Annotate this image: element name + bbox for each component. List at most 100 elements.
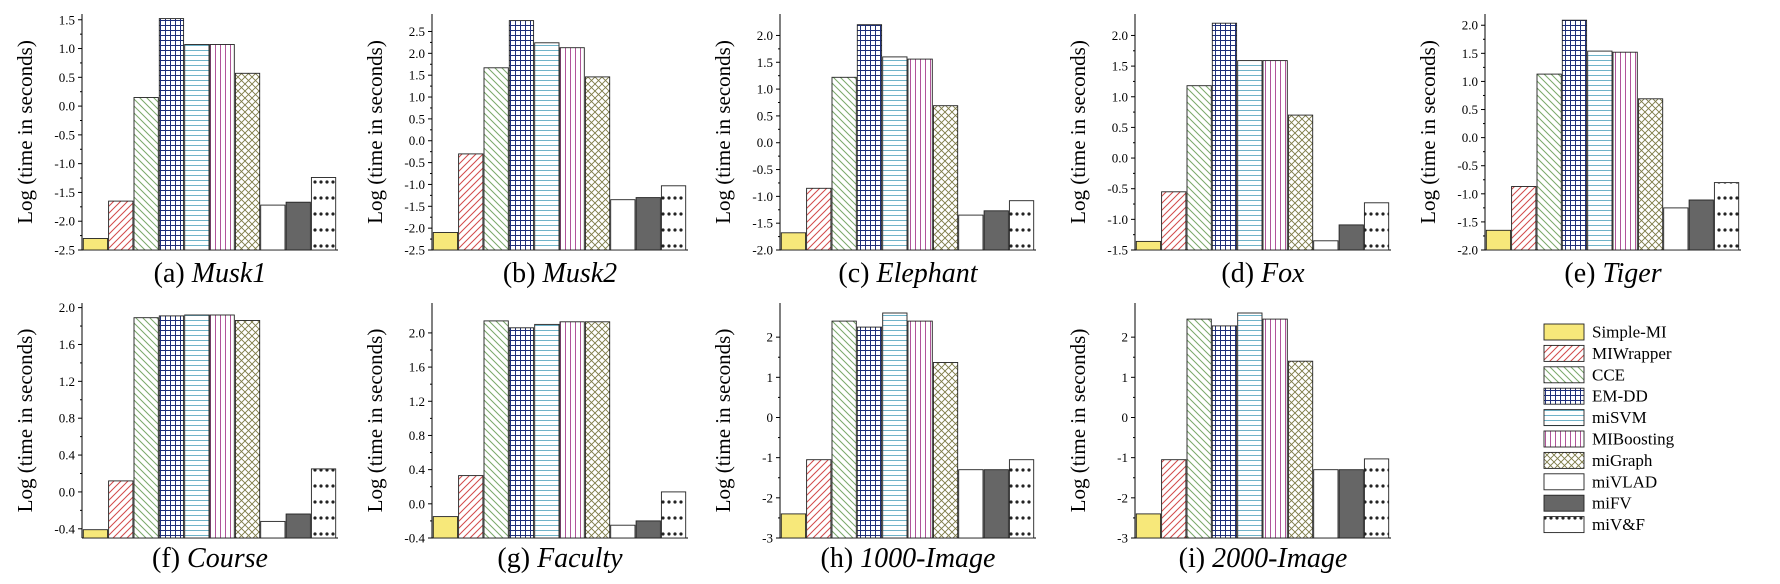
y-tick-label: -1 <box>762 450 773 465</box>
legend-label: miVLAD <box>1592 472 1657 491</box>
bar-cce <box>483 67 509 251</box>
y-tick-label: 1 <box>767 370 774 385</box>
y-tick-label: 1.2 <box>409 394 425 409</box>
legend-label: miFV <box>1592 494 1632 513</box>
bar-miboosting <box>907 58 933 251</box>
bar-miboosting <box>559 321 585 539</box>
bar-mifv <box>1338 224 1364 251</box>
bar-simple-mi <box>82 529 109 539</box>
bar-migraph <box>932 105 959 251</box>
bar-mifv <box>983 469 1009 539</box>
legend-swatch <box>1543 473 1585 491</box>
y-tick-label: -1.0 <box>404 177 425 192</box>
bar-cce <box>133 317 159 539</box>
y-tick-label: -2.5 <box>54 243 75 258</box>
y-tick-label: -1 <box>1117 450 1128 465</box>
bar-cce <box>1536 73 1562 251</box>
chart-caption: (i) 2000-Image <box>1179 543 1348 574</box>
charts: -2.5 -2.0 -1.5 -1.0 -0.5 0.0 0.5 1.0 1.5 Log (tim… <box>13 12 1741 574</box>
y-axis-label: Log (time in seconds) <box>711 329 735 513</box>
bar-mivlad <box>958 214 984 251</box>
y-tick-label: -1.5 <box>404 199 425 214</box>
y-tick-label: -0.5 <box>404 155 425 170</box>
y-tick-label: 0.5 <box>409 111 425 126</box>
bar-cce <box>1186 85 1212 251</box>
bar-mifv <box>635 520 661 539</box>
y-tick-label: -0.5 <box>54 127 75 142</box>
bar-misvm <box>534 42 560 251</box>
bar-migraph <box>1287 360 1314 539</box>
y-tick-label: -1.5 <box>1107 243 1128 258</box>
y-tick-label: 2.0 <box>409 46 425 61</box>
bar-migraph <box>234 320 261 539</box>
chart-caption: (d) Fox <box>1221 258 1305 289</box>
legend-label: MIWrapper <box>1592 344 1672 363</box>
bar-miv-f <box>310 468 337 539</box>
bar-mifv <box>285 201 311 251</box>
y-tick-label: -1.0 <box>54 156 75 171</box>
y-tick-label: 2.0 <box>59 300 75 315</box>
bar-mifv <box>983 210 1009 251</box>
bar-mivlad <box>610 524 636 539</box>
bar-em-dd <box>158 315 185 539</box>
bar-mifv <box>285 513 311 539</box>
caption-prefix: (g) <box>497 543 537 574</box>
bar-simple-mi <box>1135 513 1162 539</box>
y-tick-label: -1.0 <box>1107 212 1128 227</box>
bar-miv-f <box>660 491 687 539</box>
legend-label: MIBoosting <box>1592 430 1675 449</box>
caption-dataset: Faculty <box>536 543 623 574</box>
bar-miboosting <box>907 320 933 539</box>
bar-mivlad <box>1313 469 1339 539</box>
bar-miwrapper <box>108 200 134 251</box>
legend-swatch <box>1543 366 1585 384</box>
y-tick-label: 0.0 <box>757 135 773 150</box>
caption-dataset: Tiger <box>1602 258 1661 289</box>
bar-simple-mi <box>780 232 807 251</box>
y-tick-label: -2.0 <box>404 221 425 236</box>
bar-miwrapper <box>108 480 134 539</box>
chart-tiger: -2.0 -1.5 -1.0 -0.5 0.0 0.5 1.0 1.5 2.0 Log (time… <box>1416 14 1741 289</box>
legend-item: MIBoosting <box>1543 430 1675 449</box>
y-tick-label: -0.5 <box>1457 158 1478 173</box>
y-tick-label: -2.0 <box>54 214 75 229</box>
legend-item: MIWrapper <box>1543 344 1672 363</box>
chart-course: -0.4 0.0 0.4 0.8 1.2 1.6 2.0 Log (time in secon… <box>13 300 338 574</box>
bar-miv-f <box>660 185 687 251</box>
y-tick-label: 0.5 <box>757 108 773 123</box>
y-tick-label: 0 <box>767 410 774 425</box>
bar-miwrapper <box>806 459 832 539</box>
caption-dataset: 2000-Image <box>1212 543 1347 574</box>
legend-swatch <box>1543 516 1585 534</box>
y-tick-label: -0.4 <box>54 521 75 536</box>
caption-dataset: Musk1 <box>191 258 267 289</box>
bar-mivlad <box>260 520 286 539</box>
bar-miwrapper <box>1161 191 1187 251</box>
y-tick-label: 1.0 <box>59 41 75 56</box>
bar-em-dd <box>1561 19 1588 251</box>
y-tick-label: 1.5 <box>1112 59 1128 74</box>
y-tick-label: 1.0 <box>1462 74 1478 89</box>
y-tick-label: 2 <box>767 330 774 345</box>
chart-caption: (a) Musk1 <box>154 258 267 289</box>
caption-prefix: (e) <box>1564 258 1602 289</box>
y-tick-label: 1.6 <box>409 360 426 375</box>
bar-mifv <box>635 197 661 251</box>
bar-migraph <box>932 362 959 539</box>
bar-simple-mi <box>432 516 459 539</box>
bar-mifv <box>1338 469 1364 539</box>
bar-em-dd <box>856 326 883 539</box>
y-tick-label: 2 <box>1122 330 1129 345</box>
legend-label: miSVM <box>1592 408 1647 427</box>
legend: Simple-MI MIWrapper CCE EM-DD miSVM MIBoostin… <box>1543 323 1675 534</box>
chart-caption: (g) Faculty <box>497 543 623 574</box>
bar-migraph <box>1637 98 1664 251</box>
bar-cce <box>831 320 857 539</box>
bar-misvm <box>534 323 560 539</box>
bar-misvm <box>882 56 908 251</box>
bar-simple-mi <box>82 238 109 251</box>
bar-mivlad <box>610 199 636 251</box>
bar-simple-mi <box>432 232 459 251</box>
y-tick-label: 1.5 <box>1462 46 1478 61</box>
bar-mivlad <box>1313 240 1339 251</box>
